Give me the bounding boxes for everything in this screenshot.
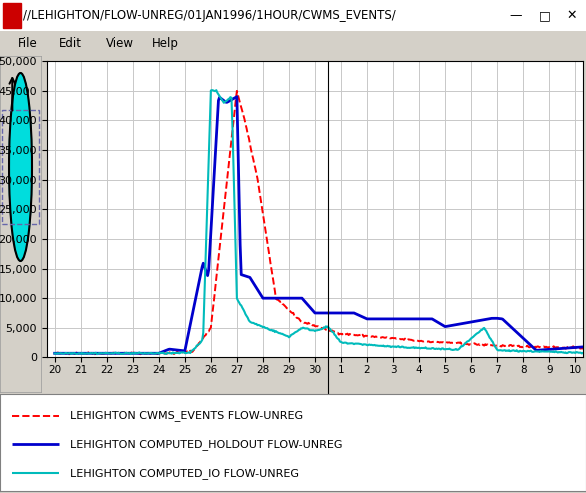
Bar [4, 66, 37, 117]
Text: Jul2006: Jul2006 [541, 399, 583, 409]
Text: View: View [105, 37, 134, 50]
Text: —: — [509, 9, 522, 22]
Circle shape [9, 73, 32, 261]
Text: //LEHIGHTON/FLOW-UNREG/01JAN1996/1HOUR/CWMS_EVENTS/: //LEHIGHTON/FLOW-UNREG/01JAN1996/1HOUR/C… [23, 9, 396, 22]
Text: Help: Help [152, 37, 179, 50]
Text: LEHIGHTON CWMS_EVENTS FLOW-UNREG: LEHIGHTON CWMS_EVENTS FLOW-UNREG [70, 410, 304, 421]
Text: LEHIGHTON COMPUTED_HOLDOUT FLOW-UNREG: LEHIGHTON COMPUTED_HOLDOUT FLOW-UNREG [70, 439, 343, 450]
Text: LEHIGHTON COMPUTED_IO FLOW-UNREG: LEHIGHTON COMPUTED_IO FLOW-UNREG [70, 468, 299, 479]
Bar [3, 3, 21, 28]
Text: Jun2006: Jun2006 [47, 399, 93, 409]
Text: Edit: Edit [59, 37, 81, 50]
Bar [2, 110, 39, 224]
Text: ✕: ✕ [566, 9, 577, 22]
Text: □: □ [539, 9, 551, 22]
Text: File: File [18, 37, 38, 50]
